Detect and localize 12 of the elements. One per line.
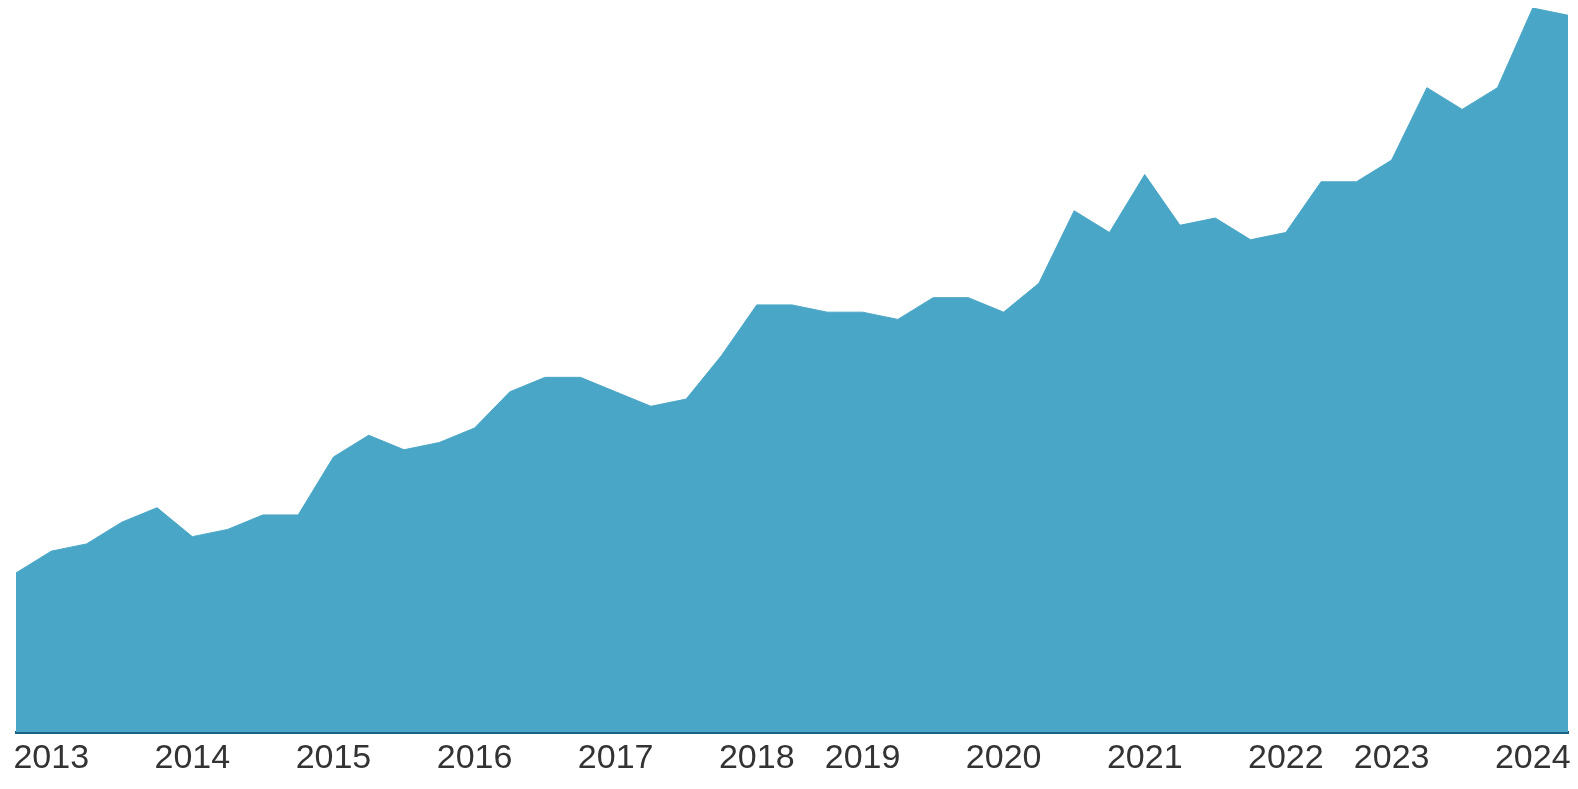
x-tick-label: 2021 (1106, 736, 1183, 775)
x-tick-label: 2022 (1248, 736, 1324, 775)
x-tick-label: 2020 (965, 736, 1042, 775)
x-tick-label: 2019 (824, 736, 901, 775)
x-tick-label: 2017 (577, 736, 654, 775)
x-tick-label: 2016 (436, 736, 513, 775)
x-tick-label: 2024 (1494, 736, 1571, 775)
x-tick-label: 2014 (154, 736, 231, 775)
x-tick-label: 2023 (1353, 736, 1430, 775)
x-tick-label: 2015 (295, 736, 372, 775)
x-tick-label: 2013 (13, 736, 90, 775)
x-tick-label: 2018 (718, 736, 795, 775)
